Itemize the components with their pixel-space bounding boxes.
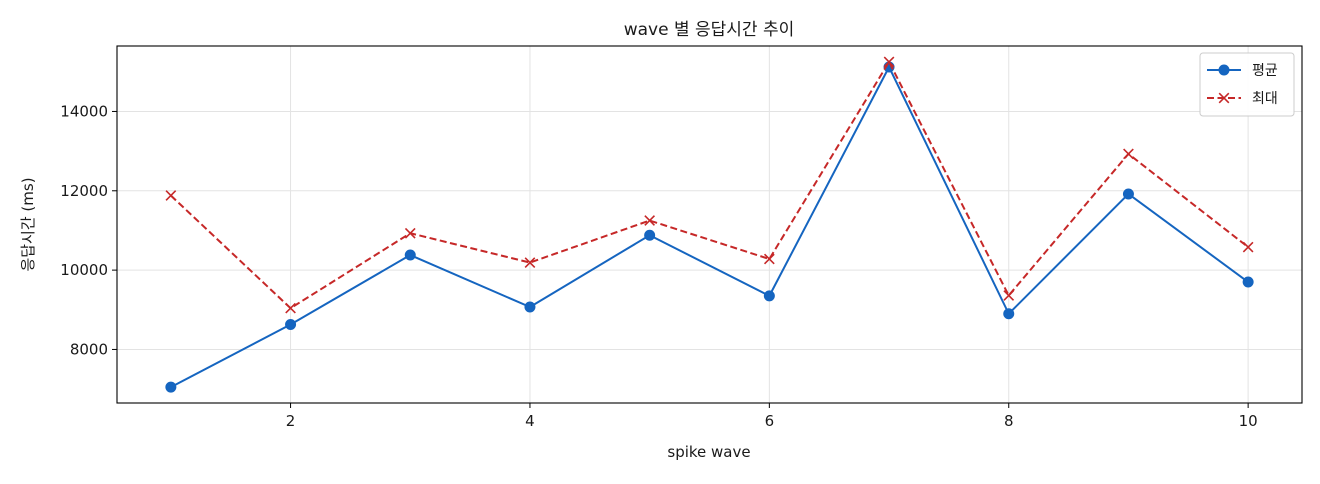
y-tick-label: 10000 (60, 261, 108, 279)
series-line (170, 66, 1249, 389)
data-point (1122, 188, 1134, 200)
data-point (1003, 308, 1015, 320)
series-2 (165, 56, 1254, 314)
legend-label: 평균 (1252, 63, 1278, 79)
data-point (524, 257, 536, 268)
x-tick-label: 6 (765, 412, 775, 430)
x-tick-label: 10 (1239, 412, 1258, 430)
chart-title: wave 별 응답시간 추이 (624, 20, 795, 40)
legend-item: 평균 (1207, 63, 1278, 79)
data-point (404, 227, 416, 239)
data-point (524, 301, 536, 313)
y-tick-label: 12000 (60, 182, 108, 200)
data-point (285, 318, 297, 330)
data-point (1242, 276, 1254, 288)
data-point (883, 56, 895, 68)
x-tick-label: 4 (525, 412, 535, 430)
data-point (1003, 290, 1015, 301)
series-layer (165, 56, 1254, 393)
data-point (1123, 148, 1134, 160)
data-point (165, 381, 177, 393)
data-point (763, 290, 775, 302)
data-point (1218, 64, 1230, 76)
y-axis-title: 응답시간 (ms) (19, 177, 37, 271)
legend-box (1199, 52, 1295, 117)
y-tick-label: 8000 (70, 340, 108, 358)
plot-area-frame (116, 45, 1303, 404)
data-point (644, 215, 656, 226)
data-point (1218, 92, 1230, 104)
data-point (1242, 241, 1254, 253)
data-point (404, 249, 416, 261)
data-point (285, 302, 296, 314)
data-point (644, 229, 656, 241)
x-tick-label: 8 (1004, 412, 1014, 430)
x-axis-title: spike wave (667, 443, 750, 461)
data-point (763, 253, 775, 265)
data-point (165, 190, 177, 201)
y-tick-label: 14000 (60, 102, 108, 120)
axis-ticks: 2 4 6 8 10 8000 10000 12000 14000 (60, 102, 1257, 430)
grid-lines (117, 46, 1302, 403)
legend-label: 최대 (1252, 91, 1278, 107)
legend-item: 최대 (1207, 91, 1278, 107)
x-tick-label: 2 (286, 412, 296, 430)
series-line (170, 60, 1249, 310)
